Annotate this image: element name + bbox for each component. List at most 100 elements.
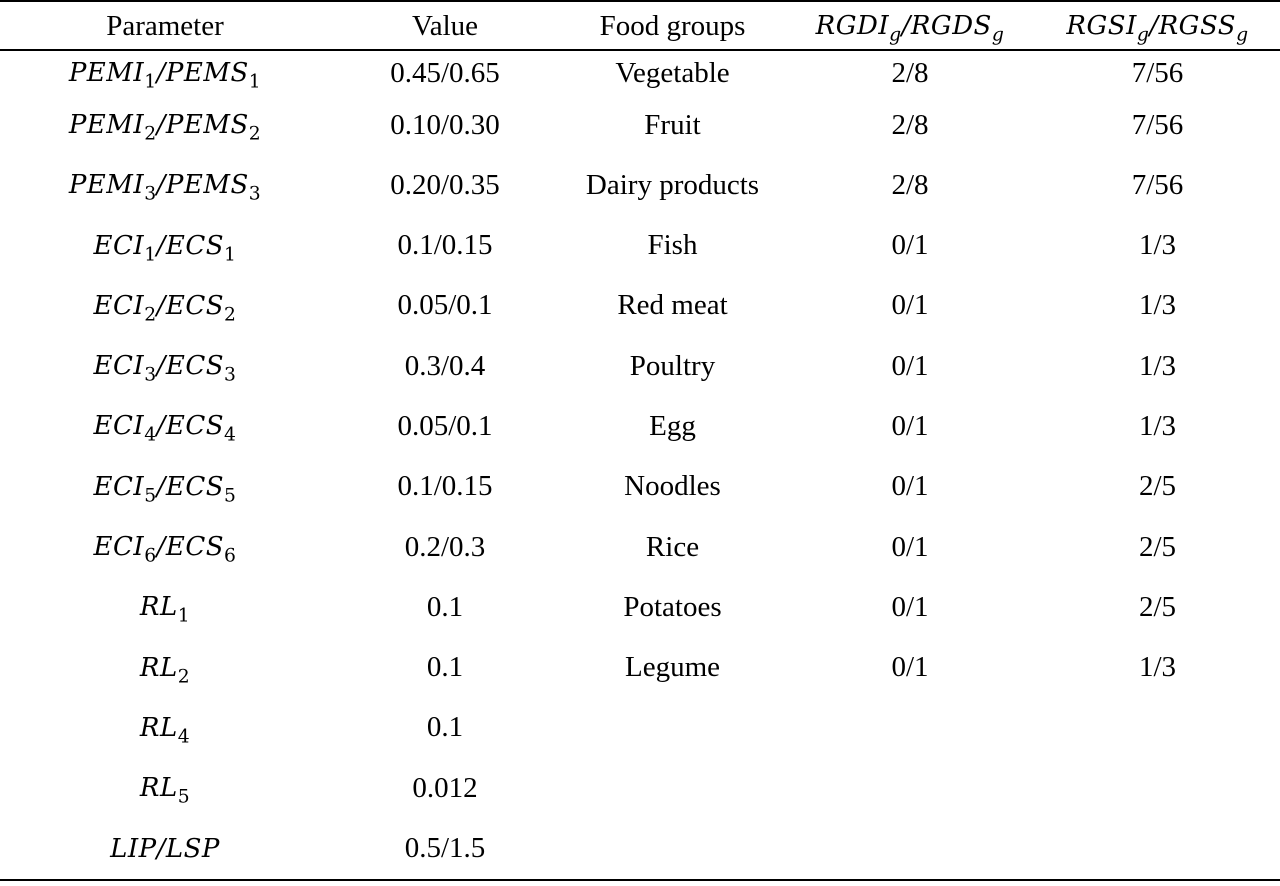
parameter-formula: ECI6/ECS6 <box>93 532 237 567</box>
cell-parameter: PEMI1/PEMS1 <box>0 50 330 95</box>
table-row: ECI3/ECS3 0.3/0.4 Poultry 0/1 1/3 <box>0 336 1280 396</box>
header-rgsi-rgss: RGSIg/RGSSg <box>1035 2 1280 50</box>
header-rgdi-rgds: RGDIg/RGDSg <box>785 2 1035 50</box>
parameter-formula: PEMI2/PEMS2 <box>68 110 262 145</box>
cell-parameter: RL1 <box>0 577 330 637</box>
table-row: RL5 0.012 <box>0 758 1280 818</box>
table-row: ECI4/ECS4 0.05/0.1 Egg 0/1 1/3 <box>0 396 1280 456</box>
parameter-formula: LIP/LSP <box>110 833 220 864</box>
header-value: Value <box>411 9 479 42</box>
cell-food-group <box>560 698 785 758</box>
table-row: ECI2/ECS2 0.05/0.1 Red meat 0/1 1/3 <box>0 276 1280 336</box>
cell-value: 0.10/0.30 <box>390 108 500 141</box>
parameter-formula: ECI1/ECS1 <box>93 230 237 266</box>
cell-rgdi-rgds <box>785 698 1035 758</box>
parameter-formula: ECI4/ECS4 <box>93 411 237 447</box>
parameter-formula: ECI5/ECS5 <box>93 471 237 507</box>
cell-food-group: Dairy products <box>585 168 760 201</box>
cell-parameter: RL4 <box>0 698 330 758</box>
cell-rgdi-rgds <box>785 819 1035 879</box>
parameter-formula: ECI2/ECS2 <box>93 290 237 326</box>
cell-food-group: Legume <box>624 651 720 684</box>
header-parameter: Parameter <box>106 9 224 42</box>
cell-parameter: PEMI2/PEMS2 <box>0 95 330 155</box>
cell-food-group: Fruit <box>644 108 701 141</box>
cell-rgsi-rgss: 7/56 <box>1131 56 1184 89</box>
cell-rgdi-rgds: 0/1 <box>891 349 929 382</box>
cell-value: 0.2/0.3 <box>404 530 486 563</box>
parameter-formula: RL2 <box>139 652 191 688</box>
cell-value: 0.3/0.4 <box>404 349 486 382</box>
cell-rgdi-rgds: 0/1 <box>891 409 929 442</box>
cell-value: 0.1/0.15 <box>397 470 493 503</box>
parameter-formula: PEMI1/PEMS1 <box>68 58 262 93</box>
cell-value: 0.45/0.65 <box>390 56 500 89</box>
cell-rgsi-rgss: 1/3 <box>1138 651 1177 684</box>
cell-food-group: Noodles <box>624 470 721 503</box>
table-row: ECI5/ECS5 0.1/0.15 Noodles 0/1 2/5 <box>0 457 1280 517</box>
cell-food-group: Potatoes <box>623 590 722 623</box>
table-row: ECI1/ECS1 0.1/0.15 Fish 0/1 1/3 <box>0 216 1280 276</box>
header-row: Parameter Value Food groups RGDIg/RGDSg … <box>0 2 1280 50</box>
cell-rgdi-rgds: 0/1 <box>891 289 929 322</box>
cell-rgsi-rgss: 2/5 <box>1138 530 1177 563</box>
cell-food-group <box>560 758 785 818</box>
table-row: PEMI3/PEMS3 0.20/0.35 Dairy products 2/8 7/5… <box>0 155 1280 215</box>
cell-rgdi-rgds: 0/1 <box>891 229 929 262</box>
cell-food-group: Rice <box>645 530 700 563</box>
cell-parameter: ECI5/ECS5 <box>0 457 330 517</box>
parameter-formula: RL1 <box>139 592 191 627</box>
header-rgdi-rgds-formula: RGDIg/RGDSg <box>815 11 1005 46</box>
parameter-formula: RL4 <box>139 712 191 748</box>
cell-rgsi-rgss: 1/3 <box>1138 289 1177 322</box>
cell-value: 0.1 <box>426 590 464 623</box>
cell-value: 0.5/1.5 <box>404 832 486 865</box>
parameter-formula: PEMI3/PEMS3 <box>68 170 262 205</box>
table-row: RL4 0.1 <box>0 698 1280 758</box>
cell-value: 0.1/0.15 <box>397 229 493 262</box>
table-top-rule <box>0 0 1280 2</box>
cell-rgsi-rgss: 7/56 <box>1131 108 1184 141</box>
cell-value: 0.05/0.1 <box>397 289 493 322</box>
cell-rgdi-rgds <box>785 758 1035 818</box>
cell-rgdi-rgds: 2/8 <box>891 108 929 141</box>
cell-rgdi-rgds: 2/8 <box>891 56 929 89</box>
cell-parameter: ECI2/ECS2 <box>0 276 330 336</box>
cell-food-group: Egg <box>649 409 696 442</box>
cell-rgsi-rgss: 7/56 <box>1131 168 1184 201</box>
cell-parameter: ECI3/ECS3 <box>0 336 330 396</box>
table-row: PEMI2/PEMS2 0.10/0.30 Fruit 2/8 7/56 <box>0 95 1280 155</box>
cell-parameter: LIP/LSP <box>0 819 330 879</box>
cell-value: 0.05/0.1 <box>397 409 493 442</box>
cell-rgdi-rgds: 2/8 <box>891 168 929 201</box>
cell-rgsi-rgss: 2/5 <box>1138 470 1177 503</box>
header-rgsi-rgss-formula: RGSIg/RGSSg <box>1066 11 1249 46</box>
table-row: ECI6/ECS6 0.2/0.3 Rice 0/1 2/5 <box>0 517 1280 577</box>
table-row: LIP/LSP 0.5/1.5 <box>0 819 1280 879</box>
cell-food-group <box>560 819 785 879</box>
cell-parameter: ECI1/ECS1 <box>0 216 330 276</box>
parameter-formula: ECI3/ECS3 <box>93 351 237 386</box>
cell-rgsi-rgss <box>1035 758 1280 818</box>
cell-rgsi-rgss: 1/3 <box>1138 349 1177 382</box>
cell-rgdi-rgds: 0/1 <box>891 530 929 563</box>
cell-rgdi-rgds: 0/1 <box>891 651 929 684</box>
cell-parameter: RL2 <box>0 638 330 698</box>
cell-value: 0.20/0.35 <box>390 168 500 201</box>
cell-rgsi-rgss: 1/3 <box>1138 229 1177 262</box>
cell-food-group: Vegetable <box>615 56 730 89</box>
cell-parameter: ECI6/ECS6 <box>0 517 330 577</box>
cell-rgsi-rgss <box>1035 698 1280 758</box>
cell-rgdi-rgds: 0/1 <box>891 590 929 623</box>
cell-value: 0.012 <box>412 771 478 804</box>
table-header-rule <box>0 49 1280 51</box>
table-row: RL2 0.1 Legume 0/1 1/3 <box>0 638 1280 698</box>
header-food-groups: Food groups <box>599 9 746 42</box>
cell-rgsi-rgss <box>1035 819 1280 879</box>
cell-parameter: ECI4/ECS4 <box>0 396 330 456</box>
parameter-formula: RL5 <box>139 773 191 808</box>
cell-value: 0.1 <box>426 651 464 684</box>
table-row: PEMI1/PEMS1 0.45/0.65 Vegetable 2/8 7/56 <box>0 50 1280 95</box>
cell-food-group: Fish <box>647 229 698 262</box>
